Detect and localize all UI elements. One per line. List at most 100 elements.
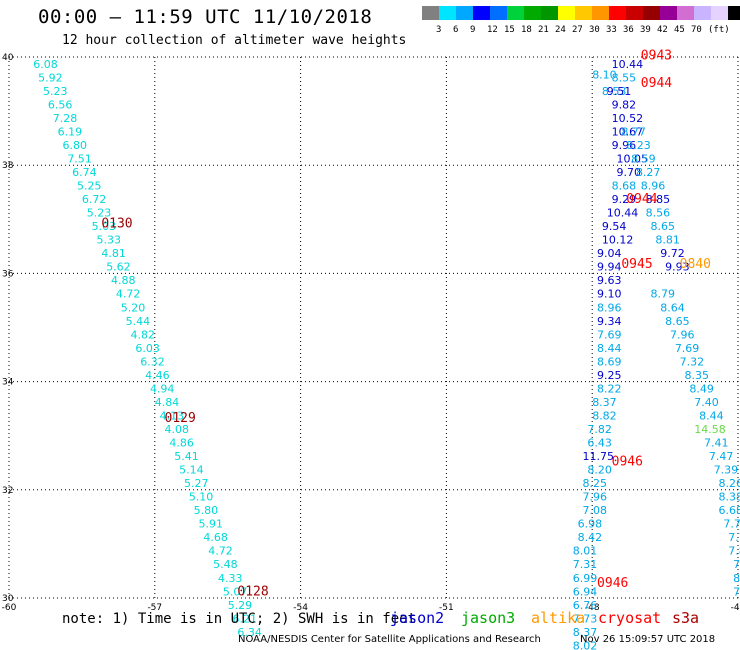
pass-time-label: 0946 xyxy=(597,576,628,591)
color-scale-label: 30 xyxy=(589,25,600,35)
wave-height-value: 6.34 xyxy=(237,626,261,639)
wave-height-value: 6.74 xyxy=(72,166,97,179)
color-swatch xyxy=(439,6,456,20)
wave-height-value: 5.27 xyxy=(184,477,209,490)
wave-height-value: 9.94 xyxy=(597,261,622,274)
wave-height-value: 6.98 xyxy=(578,518,603,531)
color-scale-label: 33 xyxy=(606,25,617,35)
wave-height-value: 7.96 xyxy=(582,491,607,504)
wave-height-value: 6.76 xyxy=(573,599,598,612)
y-tick-label: 32 xyxy=(2,486,13,496)
pass-time-label: 0128 xyxy=(237,584,268,599)
wave-height-value: 8.22 xyxy=(597,382,622,395)
wave-height-value: 7.69 xyxy=(675,342,700,355)
color-scale-label: 70 xyxy=(691,25,702,35)
y-tick-label: 36 xyxy=(2,269,14,279)
color-swatch xyxy=(507,6,524,20)
color-swatch xyxy=(541,6,558,20)
color-scale-label: 39 xyxy=(640,25,651,35)
color-scale-label: 36 xyxy=(623,25,634,35)
footer-note: note: 1) Time is in UTC; 2) SWH is in fe… xyxy=(62,611,417,627)
wave-height-value: 8.49 xyxy=(689,382,714,395)
x-tick-label: -60 xyxy=(2,603,17,613)
wave-height-value: 8.37 xyxy=(573,626,598,639)
wave-height-value: 9.63 xyxy=(597,274,622,287)
color-swatch xyxy=(711,6,728,20)
wave-height-value: 4.08 xyxy=(165,423,190,436)
color-swatch xyxy=(677,6,694,20)
wave-height-value: 4.13 xyxy=(160,409,185,422)
wave-height-value: 8.27 xyxy=(636,166,661,179)
wave-height-value: 8.53 xyxy=(602,85,627,98)
color-swatch xyxy=(643,6,660,20)
wave-height-value: 5.23 xyxy=(87,207,112,220)
wave-height-value: 7.41 xyxy=(704,437,729,450)
pass-time-label: 0130 xyxy=(101,216,132,231)
wave-height-value: 7.8 xyxy=(733,585,740,598)
wave-height-value: 6.94 xyxy=(573,585,598,598)
wave-height-value: 8.65 xyxy=(665,315,690,328)
wave-height-value: 8.42 xyxy=(578,531,603,544)
pass-time-label: 0840 xyxy=(680,257,711,272)
wave-height-value: 5.07 xyxy=(223,585,248,598)
wave-height-value: 8.55 xyxy=(612,71,637,84)
wave-height-value: 5.92 xyxy=(38,71,63,84)
color-swatch xyxy=(473,6,490,20)
color-swatch xyxy=(456,6,473,20)
x-tick-label: -54 xyxy=(293,603,308,613)
pass-time-label: 0946 xyxy=(612,454,643,469)
color-scale-label: 24 xyxy=(555,25,566,35)
wave-height-value: 5.41 xyxy=(174,450,199,463)
color-scale-label: 9 xyxy=(470,25,476,35)
color-swatch xyxy=(558,6,575,20)
wave-height-value: 6.80 xyxy=(62,139,87,152)
wave-height-value: 7.08 xyxy=(582,504,607,517)
wave-height-value: 5.33 xyxy=(96,234,121,247)
wave-height-value: 6.68 xyxy=(719,504,740,517)
color-scale-label: 12 xyxy=(487,25,498,35)
wave-height-value: 8.25 xyxy=(582,477,607,490)
pass-time-label: 0944 xyxy=(641,76,672,91)
wave-height-value: 8.23 xyxy=(626,139,651,152)
wave-height-value: 8.44 xyxy=(597,342,622,355)
wave-height-value: 7.79 xyxy=(723,518,740,531)
wave-height-value: 8.79 xyxy=(651,288,676,301)
wave-height-value: 5.25 xyxy=(77,180,102,193)
legend-item-altika: altika xyxy=(531,609,586,627)
pass-time-label: 0129 xyxy=(165,411,196,426)
wave-height-value: 4.68 xyxy=(203,531,228,544)
credit-line: NOAA/NESDIS Center for Satellite Applica… xyxy=(238,634,541,645)
wave-height-value: 5.20 xyxy=(121,301,146,314)
wave-height-value: 7.88 xyxy=(728,545,740,558)
wave-height-value: 9.34 xyxy=(597,315,622,328)
wave-height-value: 7.32 xyxy=(680,355,705,368)
wave-height-value: 8.85 xyxy=(646,193,671,206)
wave-height-value: 4.33 xyxy=(218,572,243,585)
wave-height-value: 6.08 xyxy=(33,58,58,71)
wave-height-value: 4.86 xyxy=(169,437,194,450)
wave-height-value: 10.67 xyxy=(612,125,644,138)
pass-time-label: 0943 xyxy=(641,49,672,64)
color-swatch xyxy=(626,6,643,20)
wave-height-value: 6.72 xyxy=(82,193,107,206)
color-scale-label: 18 xyxy=(521,25,532,35)
wave-height-value: 6.99 xyxy=(573,572,598,585)
legend-item-s3a: s3a xyxy=(672,609,700,627)
color-scale-label: 27 xyxy=(572,25,583,35)
wave-height-value: 4.84 xyxy=(155,396,180,409)
wave-height-value: 8.2 xyxy=(733,572,740,585)
color-scale-label: 21 xyxy=(538,25,549,35)
wave-height-value: 6.56 xyxy=(48,98,73,111)
wave-height-value: 9.82 xyxy=(612,98,637,111)
y-tick-label: 38 xyxy=(2,161,14,171)
color-swatch xyxy=(694,6,711,20)
wave-height-value: 7.31 xyxy=(573,558,598,571)
wave-height-value: 10.44 xyxy=(607,207,639,220)
wave-height-value: 10.12 xyxy=(602,234,634,247)
wave-height-value: 9.93 xyxy=(665,261,690,274)
wave-height-value: 9.25 xyxy=(597,369,622,382)
wave-height-value: 6.21 xyxy=(233,612,258,625)
color-scale-label: 3 xyxy=(436,25,442,35)
x-tick-label: -45 xyxy=(731,603,740,613)
wave-height-value: 10.52 xyxy=(612,112,644,125)
